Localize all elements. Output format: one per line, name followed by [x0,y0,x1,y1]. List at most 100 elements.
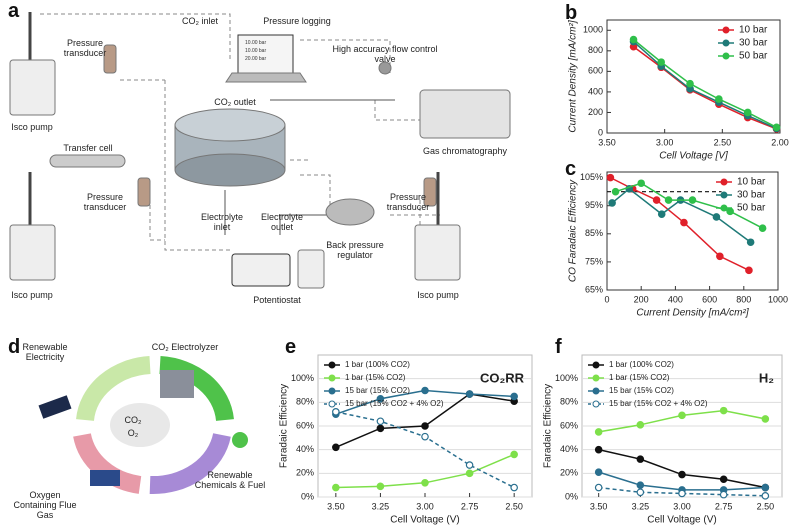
legend-marker [328,374,336,382]
legend-marker [720,191,728,199]
legend-marker [328,361,336,369]
marker [715,95,723,103]
marker [680,218,688,227]
marker [664,196,673,204]
y-tick-label: 600 [588,66,603,76]
series-line [598,448,766,489]
legend-label: 1 bar (100% CO2) [609,360,674,369]
marker [657,58,666,66]
pump [9,59,56,116]
marker [636,421,645,429]
marker [376,482,385,491]
label: Back pressure regulator [326,240,384,260]
marker [421,478,429,487]
pump [414,224,461,281]
valve [378,61,392,75]
screen-text: 10.00 bar [245,40,267,46]
panel-label: a [8,0,20,22]
x-axis-label: Current Density [mA/cm²] [636,308,748,319]
marker [719,406,728,415]
marker [688,196,697,204]
marker [719,475,728,484]
marker [594,428,603,436]
solar-panel [38,395,72,419]
marker [678,489,686,498]
marker [761,415,770,423]
marker [657,210,666,218]
transducer [103,44,117,74]
x-tick-label: 1000 [768,294,788,304]
transfer-cell [49,154,126,168]
y-tick-label: 85% [585,228,603,238]
x-tick-label: 2.00 [771,137,789,147]
x-axis-label: Cell Voltage (V) [390,515,459,526]
legend-label: 10 bar [739,25,768,36]
panel-label: f [555,336,562,358]
legend-label: 1 bar (15% CO2) [609,373,670,382]
marker [712,213,721,221]
label: Transfer cell [63,143,113,153]
legend-label: 10 bar [737,177,766,188]
y-tick-label: 100% [291,373,314,383]
marker [594,483,603,492]
y-axis-label: Faradaic Efficiency [543,384,554,468]
marker [636,488,645,497]
label: O₂ [127,428,139,438]
diagram-a [9,12,511,289]
marker [719,490,728,499]
label: Renewable Chemicals & Fuel [194,470,266,490]
y-tick-label: 400 [588,86,603,96]
panel-label: d [8,336,21,358]
pump [9,224,56,281]
marker [772,123,781,132]
marker [332,443,340,452]
panel-label: e [285,336,297,358]
legend-marker [720,178,728,186]
marker [376,424,385,433]
label: CO₂ inlet [181,16,218,26]
annotation: H₂ [759,370,774,385]
label: Potentiostat [253,295,301,305]
cycle-arrow [73,432,142,494]
x-tick-label: 3.00 [416,501,434,511]
legend-label: 30 bar [739,38,768,49]
y-tick-label: 800 [588,45,603,55]
legend-marker [592,387,600,395]
y-tick-label: 65% [585,284,603,294]
y-axis-label: Faradaic Efficiency [279,384,290,468]
laptop-screen [237,34,294,74]
x-tick-label: 0 [604,294,609,304]
marker [376,394,385,403]
cycle-arrow [76,356,151,422]
cycle-arrow [159,356,234,422]
screen-text: 20.00 bar [245,56,267,62]
label: Pressure logging [263,16,331,26]
marker [652,196,661,204]
x-tick-label: 2.75 [461,501,479,511]
laptop-base [225,72,307,83]
x-tick-label: 2.75 [715,501,733,511]
factory [90,470,120,486]
marker [510,450,518,459]
marker [746,238,755,247]
y-tick-label: 75% [585,256,603,266]
label: Isco pump [11,290,53,300]
legend-label: 1 bar (15% CO2) [345,373,406,382]
marker [510,392,518,401]
y-tick-label: 40% [560,444,578,454]
marker [629,35,638,44]
transducer [137,177,151,207]
y-tick-label: 100% [555,373,578,383]
label: CO₂ Electrolyzer [151,342,219,352]
label: Renewable Electricity [22,342,68,362]
x-tick-label: 3.50 [590,501,608,511]
y-tick-label: 80% [560,397,578,407]
panel-label: b [565,2,578,24]
legend-marker [592,400,600,408]
y-tick-label: 0% [565,491,578,501]
label: Pressure transducer [63,38,107,58]
legend-marker [328,387,336,395]
y-tick-label: 60% [560,420,578,430]
